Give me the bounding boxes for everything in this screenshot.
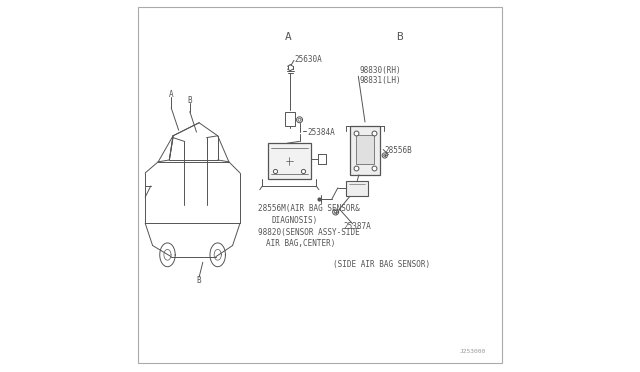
Text: 25387A: 25387A [343, 222, 371, 231]
FancyBboxPatch shape [356, 135, 374, 164]
Text: DIAGNOSIS): DIAGNOSIS) [271, 216, 318, 225]
Text: 98831(LH): 98831(LH) [359, 76, 401, 85]
Text: B: B [397, 32, 403, 42]
Text: 25630A: 25630A [294, 55, 323, 64]
Text: 28556B: 28556B [384, 146, 412, 155]
FancyBboxPatch shape [268, 143, 310, 179]
Text: 98830(RH): 98830(RH) [359, 66, 401, 75]
FancyBboxPatch shape [349, 126, 380, 175]
Text: A: A [285, 32, 292, 42]
Text: A: A [169, 90, 173, 99]
FancyBboxPatch shape [346, 181, 369, 196]
Text: 98820(SENSOR ASSY-SIDE: 98820(SENSOR ASSY-SIDE [257, 228, 359, 237]
Text: 25384A: 25384A [307, 128, 335, 137]
Text: B: B [196, 276, 202, 285]
Text: AIR BAG,CENTER): AIR BAG,CENTER) [266, 239, 335, 248]
Text: J253000: J253000 [460, 349, 486, 354]
Text: 28556M(AIR BAG SENSOR&: 28556M(AIR BAG SENSOR& [257, 204, 359, 213]
Text: (SIDE AIR BAG SENSOR): (SIDE AIR BAG SENSOR) [333, 260, 430, 269]
Text: B: B [188, 96, 192, 105]
FancyBboxPatch shape [285, 112, 295, 126]
